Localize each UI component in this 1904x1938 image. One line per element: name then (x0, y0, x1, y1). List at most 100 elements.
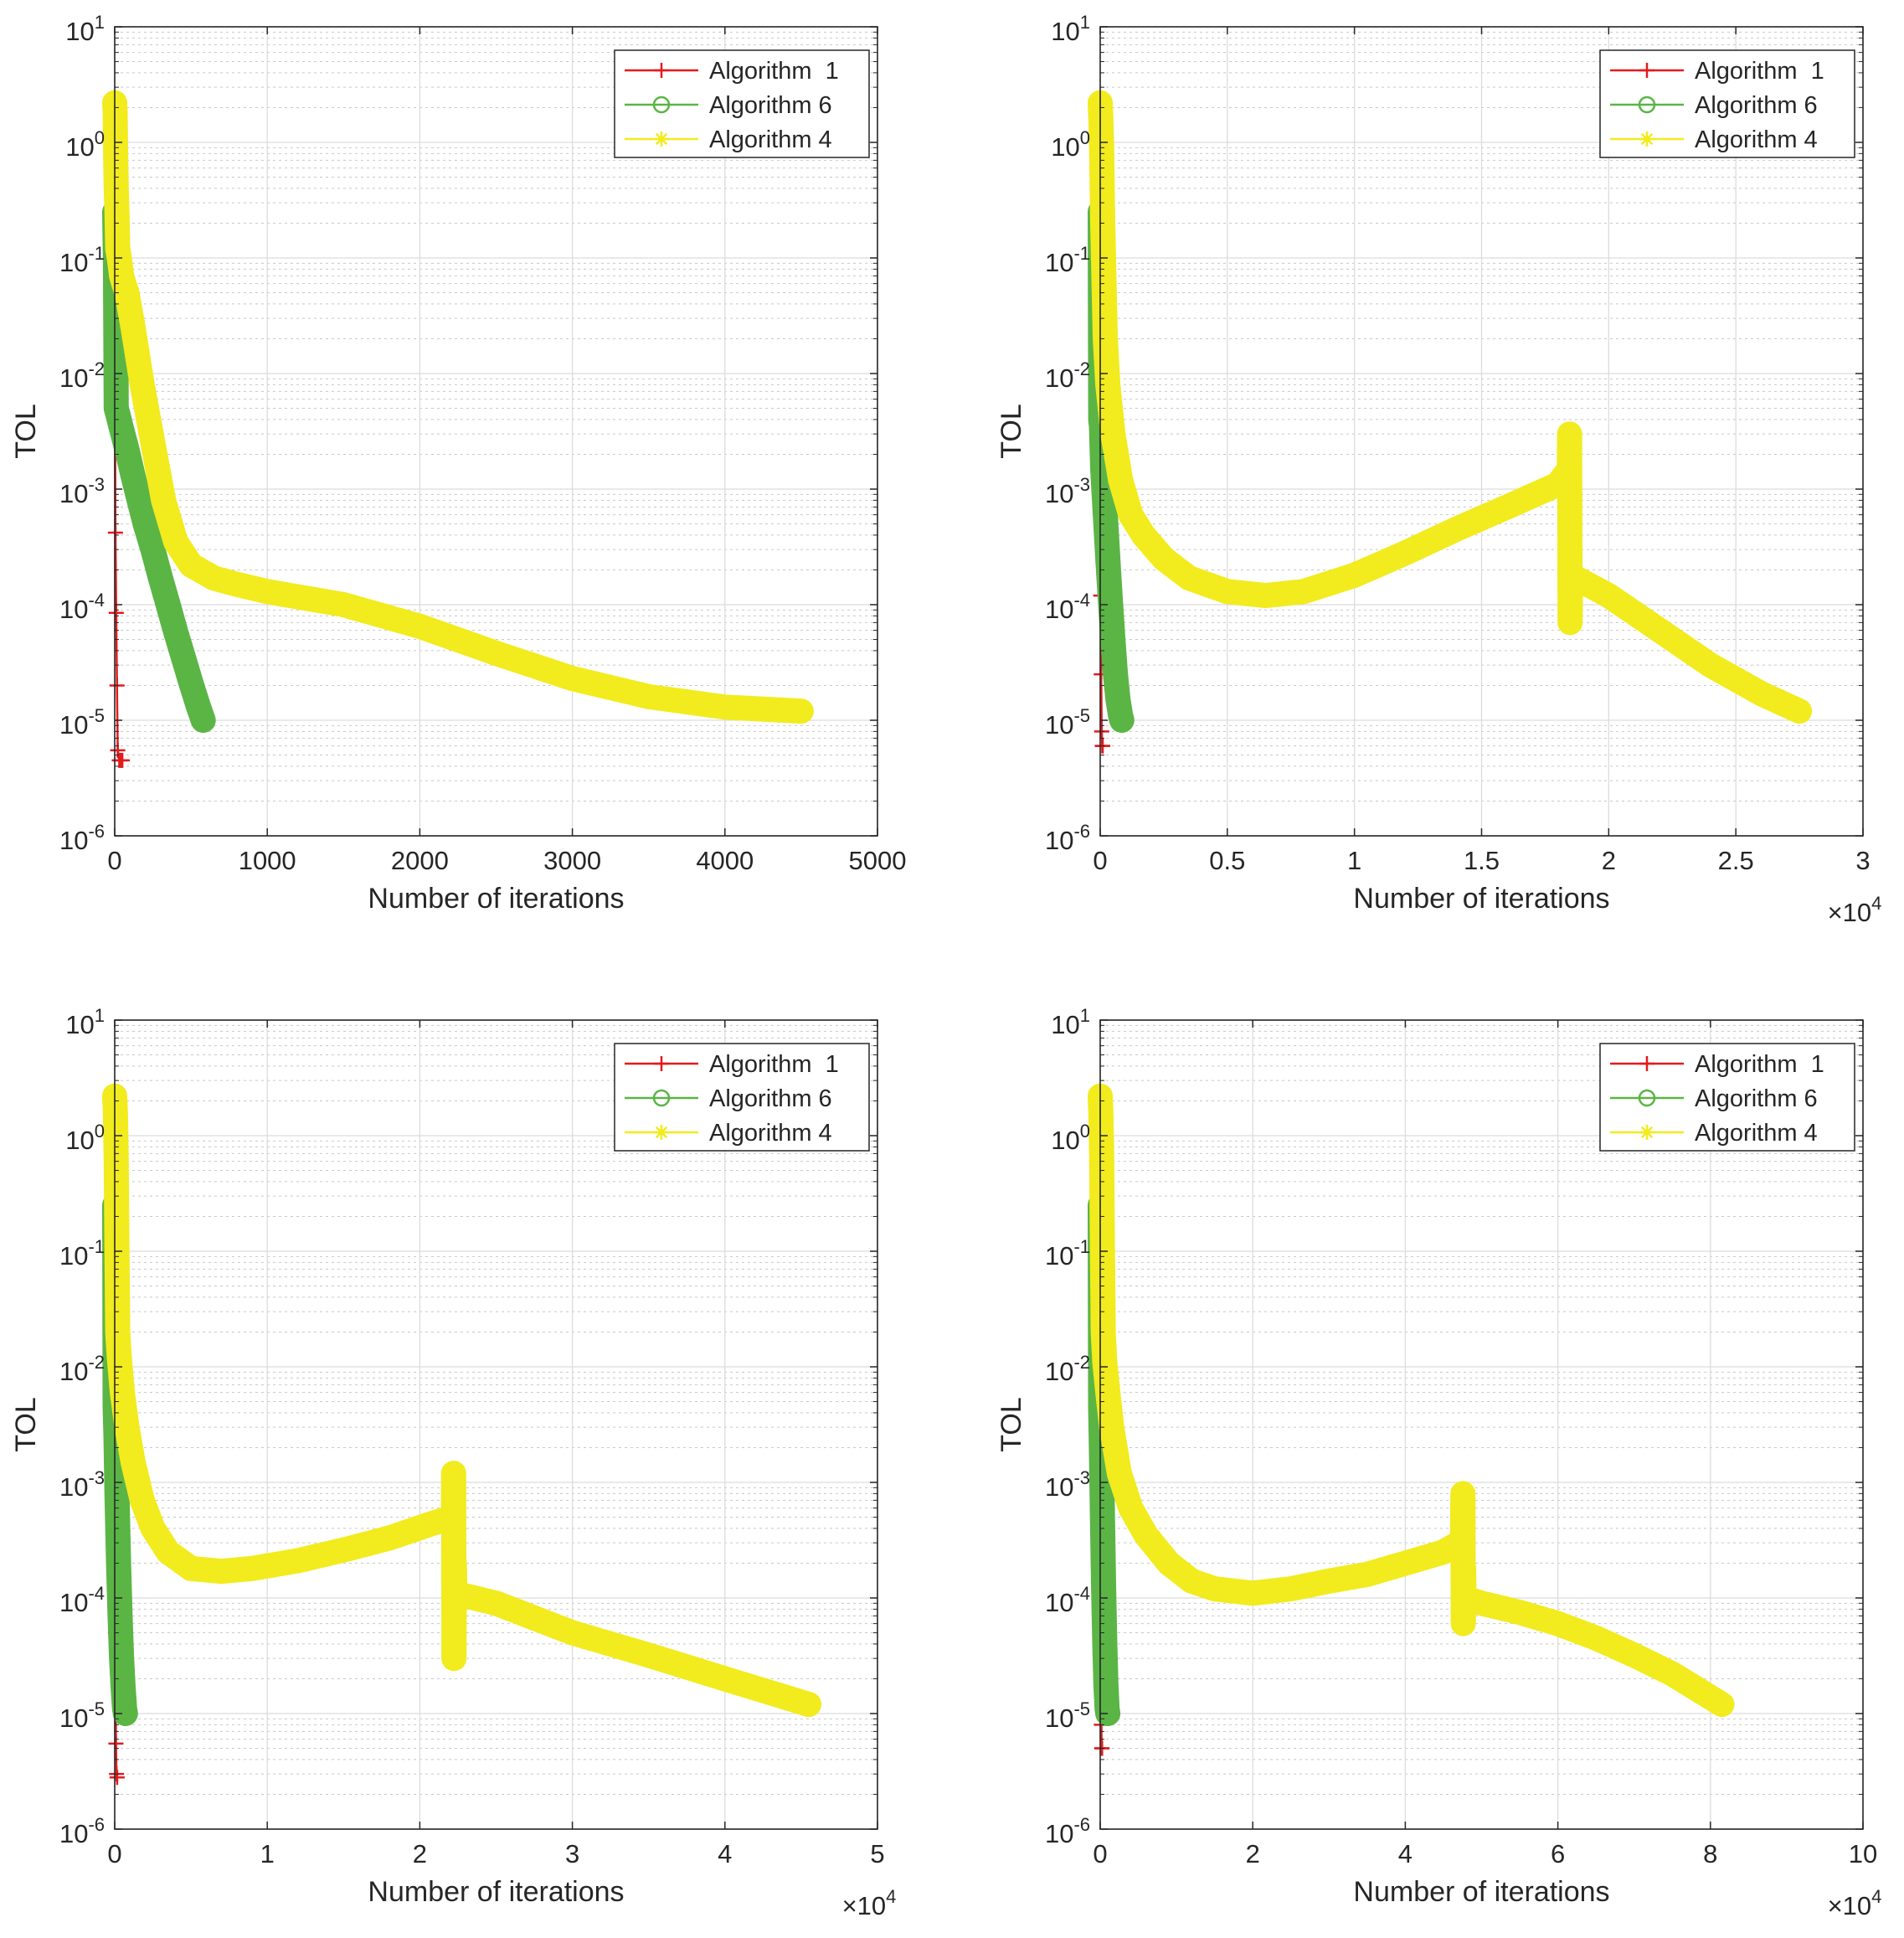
x-tick-label: 1.5 (1464, 846, 1500, 875)
data-point (1100, 1384, 1116, 1400)
data-point (1098, 331, 1114, 347)
y-tick-base: 10 (65, 132, 94, 162)
data-point (108, 605, 124, 621)
data-point (1449, 521, 1464, 537)
data-point (111, 1607, 129, 1625)
data-point (336, 1542, 352, 1558)
y-tick-label: 10-2 (59, 358, 105, 393)
data-point (182, 674, 200, 692)
data-point (119, 285, 135, 301)
y-tick-label: 10-3 (1045, 1467, 1090, 1502)
chart-panel-4: 0 2 4 6 8 1010110010-110-210-310-410-510-6Num… (996, 1005, 1881, 1920)
data-point (1258, 588, 1274, 604)
data-point (641, 1647, 656, 1663)
y-tick-exponent: -1 (1073, 243, 1090, 264)
legend-label: Algorithm 6 (1695, 92, 1818, 119)
data-point (118, 441, 136, 458)
y-tick-exponent: 1 (95, 1005, 105, 1026)
y-tick-exponent: 0 (1080, 127, 1090, 148)
data-point (793, 704, 809, 719)
y-tick-exponent: -3 (88, 474, 105, 495)
x-axis-title: Number of iterations (368, 1876, 624, 1908)
x-tick-label: 1 (1347, 846, 1361, 875)
data-point (1397, 1555, 1413, 1571)
legend-label: Algorithm 6 (709, 1085, 832, 1112)
legend-star-icon (654, 131, 669, 147)
legend[interactable]: Algorithm 1 Algorithm 6 Algorithm 4 (614, 1043, 870, 1152)
data-point (1562, 516, 1577, 532)
y-tick-exponent: -5 (88, 1698, 105, 1719)
data-point (1626, 1647, 1642, 1663)
y-tick-exponent: -3 (1073, 1467, 1090, 1488)
data-point (1665, 1666, 1680, 1682)
data-point (1135, 527, 1151, 543)
y-tick-label: 10-4 (1045, 590, 1090, 624)
data-point (111, 1350, 127, 1366)
x-tick-label: 0 (1093, 846, 1107, 875)
data-point (1283, 1581, 1299, 1597)
data-point (1753, 686, 1769, 702)
y-tick-base: 10 (1045, 479, 1073, 508)
data-point (136, 515, 154, 533)
data-point (1652, 622, 1668, 638)
data-point (1113, 472, 1129, 488)
data-point (381, 1530, 397, 1546)
data-point (446, 1555, 462, 1571)
x-tick-label: 3000 (543, 846, 601, 875)
y-tick-exponent: -6 (88, 821, 105, 842)
legend-plus-icon (1639, 1056, 1654, 1071)
data-point (109, 204, 125, 220)
y-tick-base: 10 (1051, 17, 1079, 46)
data-point (1105, 426, 1121, 442)
legend[interactable]: Algorithm 1 Algorithm 6 Algorithm 4 (1599, 1043, 1855, 1152)
x-tick-label: 10 (1849, 1839, 1877, 1868)
y-tick-base: 10 (1045, 1241, 1073, 1271)
y-tick-exponent: -4 (1073, 1583, 1090, 1604)
data-point (1097, 1354, 1113, 1370)
y-tick-exponent: -1 (88, 1236, 105, 1257)
data-point (1454, 1533, 1470, 1549)
data-point (1562, 615, 1578, 631)
y-axis-title: TOL (10, 404, 42, 459)
legend-plus-icon (654, 1056, 669, 1071)
data-point (1346, 567, 1362, 583)
data-point (412, 618, 428, 634)
data-point (167, 533, 183, 549)
data-point (125, 320, 141, 336)
data-point (109, 405, 126, 423)
y-tick-label: 100 (65, 1121, 105, 1155)
legend[interactable]: Algorithm 1 Algorithm 6 Algorithm 4 (614, 49, 870, 158)
y-tick-base: 10 (59, 826, 88, 855)
y-tick-label: 10-6 (1045, 821, 1090, 855)
x-tick-label: 6 (1551, 1839, 1565, 1868)
data-point (1123, 1500, 1139, 1516)
data-point (1359, 1566, 1375, 1582)
legend-label: Algorithm 6 (1695, 1085, 1818, 1112)
data-point (1435, 1544, 1451, 1560)
data-point (244, 1560, 260, 1576)
y-tick-label: 10-1 (59, 1236, 105, 1271)
data-point (1104, 1420, 1119, 1435)
y-tick-label: 101 (65, 12, 105, 46)
data-point (488, 645, 504, 661)
y-axis-title: TOL (10, 1397, 42, 1452)
legend-circle-icon (1638, 1089, 1656, 1107)
data-point (110, 1554, 127, 1572)
data-point (1792, 704, 1808, 719)
data-point (145, 436, 161, 451)
data-point (114, 1678, 132, 1696)
legend[interactable]: Algorithm 1 Algorithm 6 Algorithm 4 (1599, 49, 1855, 158)
data-point (1094, 1580, 1113, 1598)
legend-label: Algorithm 4 (709, 1120, 832, 1147)
y-axis-title: TOL (996, 404, 1027, 459)
legend-star-icon (1639, 1125, 1654, 1140)
y-tick-exponent: -2 (88, 1352, 105, 1373)
data-point (1096, 1635, 1114, 1653)
y-tick-exponent: -5 (88, 705, 105, 726)
y-tick-label: 10-6 (59, 821, 105, 855)
data-point (107, 1107, 123, 1123)
y-tick-base: 10 (1045, 248, 1073, 277)
x-tick-label: 2.5 (1718, 846, 1754, 875)
y-tick-exponent: -4 (1073, 590, 1090, 611)
y-tick-label: 10-5 (1045, 1698, 1090, 1733)
